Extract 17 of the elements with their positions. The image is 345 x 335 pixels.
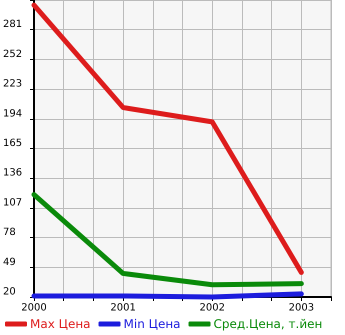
x-tick-label: 2003 <box>288 302 314 314</box>
x-tick-label: 2000 <box>21 302 47 314</box>
legend-label: Сред.Цена, т.йен <box>214 317 322 331</box>
y-tick-label: 20 <box>3 286 16 298</box>
y-tick-label: 252 <box>3 48 22 60</box>
y-tick-label: 223 <box>3 78 22 90</box>
y-tick-label: 194 <box>3 108 22 120</box>
y-tick-label: 281 <box>3 19 22 30</box>
y-tick-label: 136 <box>3 168 22 179</box>
y-tick-label: 78 <box>3 227 16 238</box>
y-tick-label: 165 <box>3 138 22 149</box>
x-tick-label: 2002 <box>199 302 225 314</box>
x-tick-label: 2001 <box>110 302 136 314</box>
legend-label: Max Цена <box>30 317 91 331</box>
y-tick-label: 107 <box>3 197 22 208</box>
y-tick-label: 49 <box>3 256 16 268</box>
legend-label: Min Цена <box>124 317 181 331</box>
